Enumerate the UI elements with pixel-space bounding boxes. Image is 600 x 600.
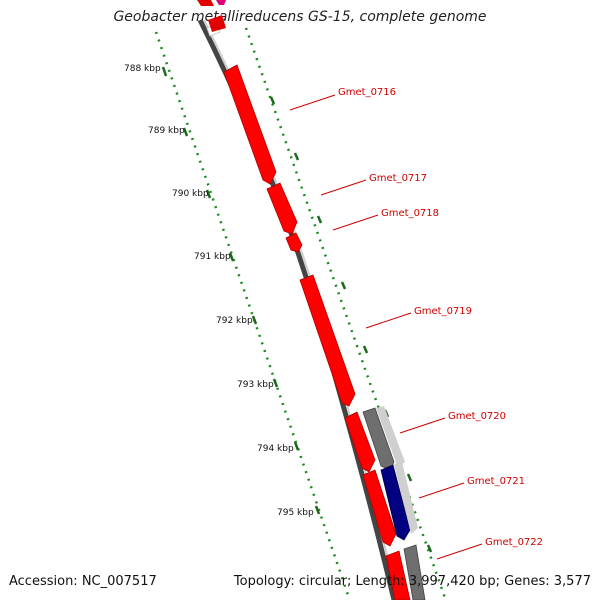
outer-tick (406, 473, 413, 482)
ruler-labels: 788 kbp 789 kbp 790 kbp 791 kbp 792 kbp … (124, 64, 314, 518)
ruler-label: 793 kbp (237, 380, 274, 390)
partial-gene-top (197, 0, 214, 6)
gene-arrow (299, 274, 356, 407)
gene-label: Gmet_0721 (467, 476, 525, 487)
gene-arrows (223, 64, 411, 600)
ruler-label: 792 kbp (216, 316, 253, 326)
outer-tick (269, 96, 276, 105)
gene-arrow (344, 411, 376, 473)
gene-arrow (385, 550, 411, 600)
grey-feature (403, 544, 426, 600)
gene-arrow (266, 182, 298, 235)
ruler-tick (205, 189, 212, 199)
ruler-tick (314, 505, 321, 515)
rna-feature-outline (394, 462, 418, 534)
ruler-label: 791 kbp (194, 252, 231, 262)
leader-line (418, 482, 465, 499)
rna-feature (380, 464, 411, 541)
leader-line (365, 312, 412, 329)
ruler-label: 788 kbp (124, 64, 161, 74)
gene-label: Gmet_0716 (338, 87, 396, 98)
leader-line (332, 214, 379, 231)
gene-label: Gmet_0719 (414, 306, 472, 317)
leader-line (289, 94, 336, 111)
ruler-label: 795 kbp (277, 508, 314, 518)
outer-tick (293, 152, 300, 161)
label-leader-lines (289, 94, 483, 560)
gene-labels: Gmet_0716 Gmet_0717 Gmet_0718 Gmet_0719 … (338, 87, 543, 548)
grey-feature-outline (376, 406, 405, 468)
map-title: Geobacter metallireducens GS-15, complet… (113, 9, 487, 25)
outer-tick (316, 215, 323, 224)
ruler-label: 794 kbp (257, 444, 294, 454)
ruler-tick (161, 66, 168, 77)
accession-text: Accession: NC_007517 (9, 574, 157, 589)
outer-tick (340, 281, 347, 290)
gene-arrow (285, 232, 303, 253)
ruler-tick (272, 378, 279, 388)
gene-label: Gmet_0722 (485, 537, 543, 548)
ruler-tick (182, 127, 189, 137)
gene-arrow (223, 64, 277, 185)
ruler-ticks (161, 66, 321, 515)
leader-line (399, 417, 446, 434)
ruler-label: 789 kbp (148, 126, 185, 136)
gene-arrow (362, 469, 397, 547)
topology-text: Topology: circular; Length: 3,997,420 bp… (233, 574, 591, 589)
ruler-label: 790 kbp (172, 189, 209, 199)
leader-line (320, 179, 367, 196)
gene-label: Gmet_0718 (381, 208, 439, 219)
partial-gene-top-pink (216, 0, 226, 5)
leader-line (436, 543, 483, 560)
gene-label: Gmet_0717 (369, 173, 427, 184)
ruler-tick (293, 441, 300, 451)
ruler-tick (228, 252, 235, 262)
gene-label: Gmet_0720 (448, 411, 506, 422)
outer-tick (426, 544, 433, 553)
partial-gene-top-2 (208, 15, 226, 32)
outer-tick (362, 345, 369, 354)
other-features (362, 406, 426, 600)
ruler-tick (251, 315, 258, 325)
